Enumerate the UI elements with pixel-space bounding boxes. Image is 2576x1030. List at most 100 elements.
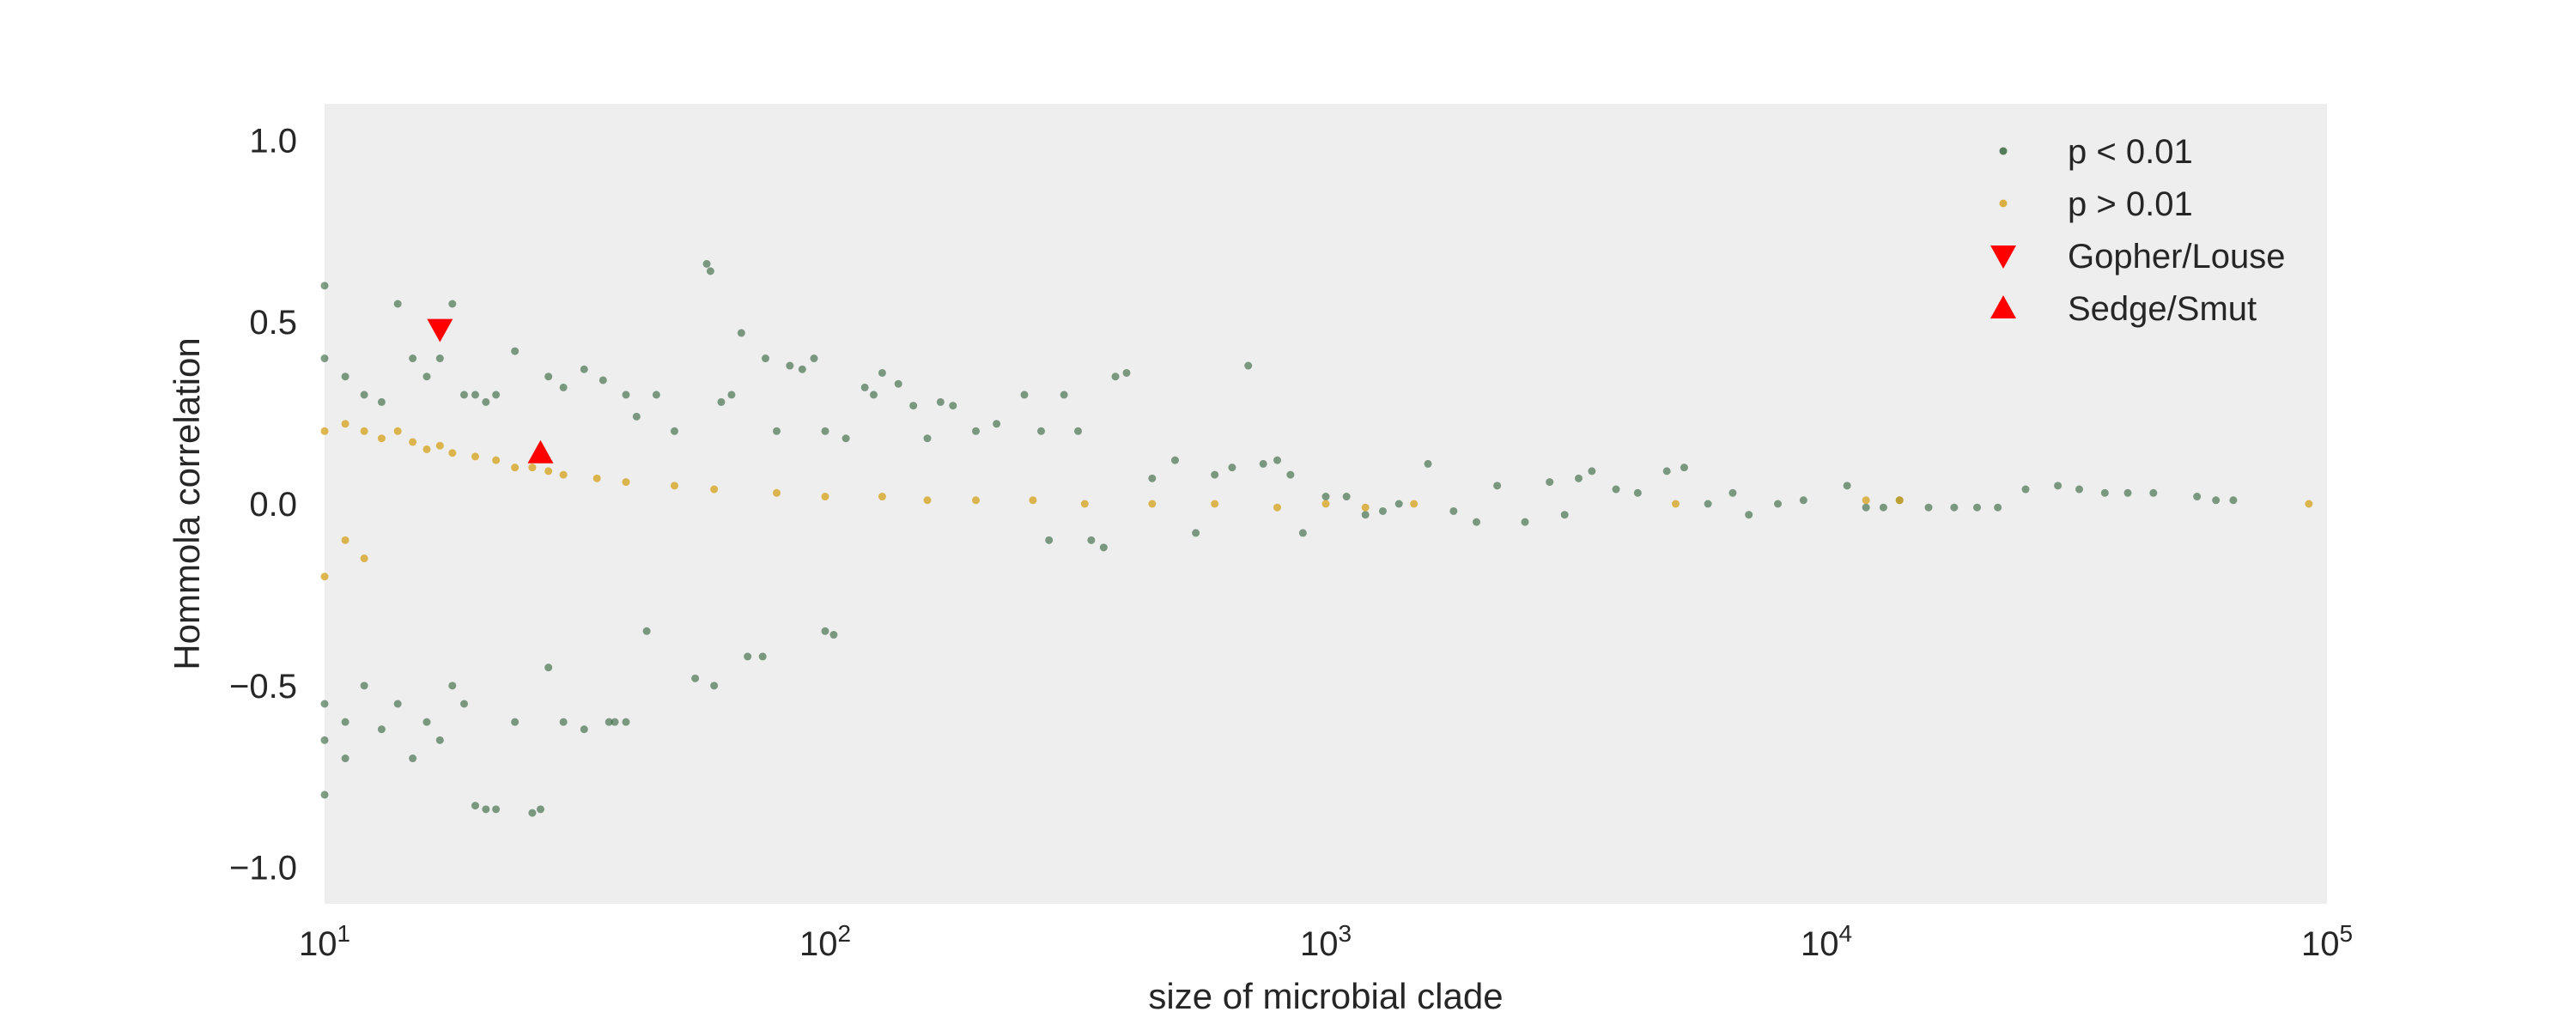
legend-label: p < 0.01 [2068, 133, 2193, 171]
data-point [409, 438, 417, 446]
data-point [923, 434, 932, 443]
data-point [2229, 496, 2238, 505]
data-point [1273, 456, 1282, 464]
data-point [706, 267, 714, 276]
data-point [592, 474, 601, 482]
x-tick-label: 103 [1300, 920, 1352, 963]
data-point [878, 368, 886, 377]
data-point [1862, 496, 1870, 505]
x-tick-label: 101 [299, 920, 350, 963]
data-point [2193, 493, 2202, 501]
legend-marker [1999, 147, 2008, 155]
data-point [622, 478, 630, 487]
data-point [1060, 391, 1068, 399]
data-point [393, 300, 402, 308]
data-point [1029, 496, 1037, 505]
data-point [1361, 511, 1370, 519]
data-point [1036, 427, 1045, 435]
data-point [1575, 474, 1583, 482]
data-point [360, 682, 368, 690]
data-point [841, 434, 850, 443]
data-point [1671, 500, 1680, 508]
data-point [1122, 368, 1131, 377]
data-point [544, 373, 553, 381]
data-point [1546, 478, 1554, 487]
y-tick-label: 0.5 [249, 304, 297, 342]
data-point [341, 536, 349, 544]
data-point [482, 805, 490, 814]
data-point [1394, 500, 1403, 508]
data-point [1148, 474, 1157, 482]
data-point [341, 754, 349, 763]
data-point [2123, 488, 2132, 497]
data-point [798, 365, 806, 373]
data-point [1321, 500, 1330, 508]
highlight-marker [427, 318, 453, 342]
data-point [972, 496, 981, 505]
data-point [758, 652, 767, 661]
data-point [821, 427, 829, 435]
data-point [1728, 488, 1737, 497]
data-point [972, 427, 981, 435]
data-point [471, 391, 480, 399]
data-point [786, 361, 794, 370]
y-tick-label: −0.5 [229, 668, 297, 706]
legend-marker [1990, 245, 2016, 269]
legend-entry: Gopher/Louse [1990, 238, 2286, 276]
data-point [1321, 493, 1330, 501]
data-point [422, 718, 431, 726]
data-point [1378, 506, 1387, 515]
x-axis-label: size of microbial clade [1148, 976, 1503, 1016]
legend-label: Gopher/Louse [2068, 238, 2286, 276]
data-point [2021, 485, 2030, 494]
data-point [1080, 500, 1089, 508]
data-point [528, 464, 537, 472]
data-point [642, 627, 651, 635]
data-point [1774, 500, 1783, 508]
data-point [341, 420, 349, 428]
data-point [482, 397, 490, 406]
points-layer [320, 259, 2313, 817]
data-point [1244, 361, 1253, 370]
data-point [1950, 503, 1959, 512]
data-point [622, 391, 630, 399]
data-point [670, 427, 678, 435]
x-axis-ticks: 101 102 103 104 105 [299, 920, 2353, 963]
data-point [2305, 500, 2313, 508]
data-point [773, 427, 781, 435]
data-point [1087, 536, 1096, 544]
data-point [773, 488, 781, 497]
data-point [2149, 488, 2158, 497]
data-point [2075, 485, 2084, 494]
legend-marker [1999, 199, 2008, 208]
data-point [821, 627, 829, 635]
data-point [1148, 500, 1157, 508]
data-point [762, 354, 770, 363]
data-point [1259, 459, 1267, 468]
data-point [1211, 470, 1219, 479]
data-point [1449, 506, 1458, 515]
data-point [1074, 427, 1083, 435]
data-point [422, 445, 431, 453]
data-point [727, 391, 736, 399]
data-point [1560, 511, 1569, 519]
data-point [598, 376, 607, 385]
data-point [878, 493, 886, 501]
data-point [320, 736, 329, 744]
data-point [511, 347, 519, 355]
data-point [894, 379, 902, 388]
data-point [2212, 496, 2221, 505]
data-point [460, 700, 469, 708]
data-point [435, 441, 444, 450]
data-point [1973, 503, 1982, 512]
data-point [1473, 518, 1481, 526]
data-point [1111, 373, 1120, 381]
data-point [320, 427, 329, 435]
data-point [409, 754, 417, 763]
data-point [409, 354, 417, 363]
data-point [923, 496, 932, 505]
data-point [393, 427, 402, 435]
data-point [393, 700, 402, 708]
data-point [632, 412, 641, 421]
